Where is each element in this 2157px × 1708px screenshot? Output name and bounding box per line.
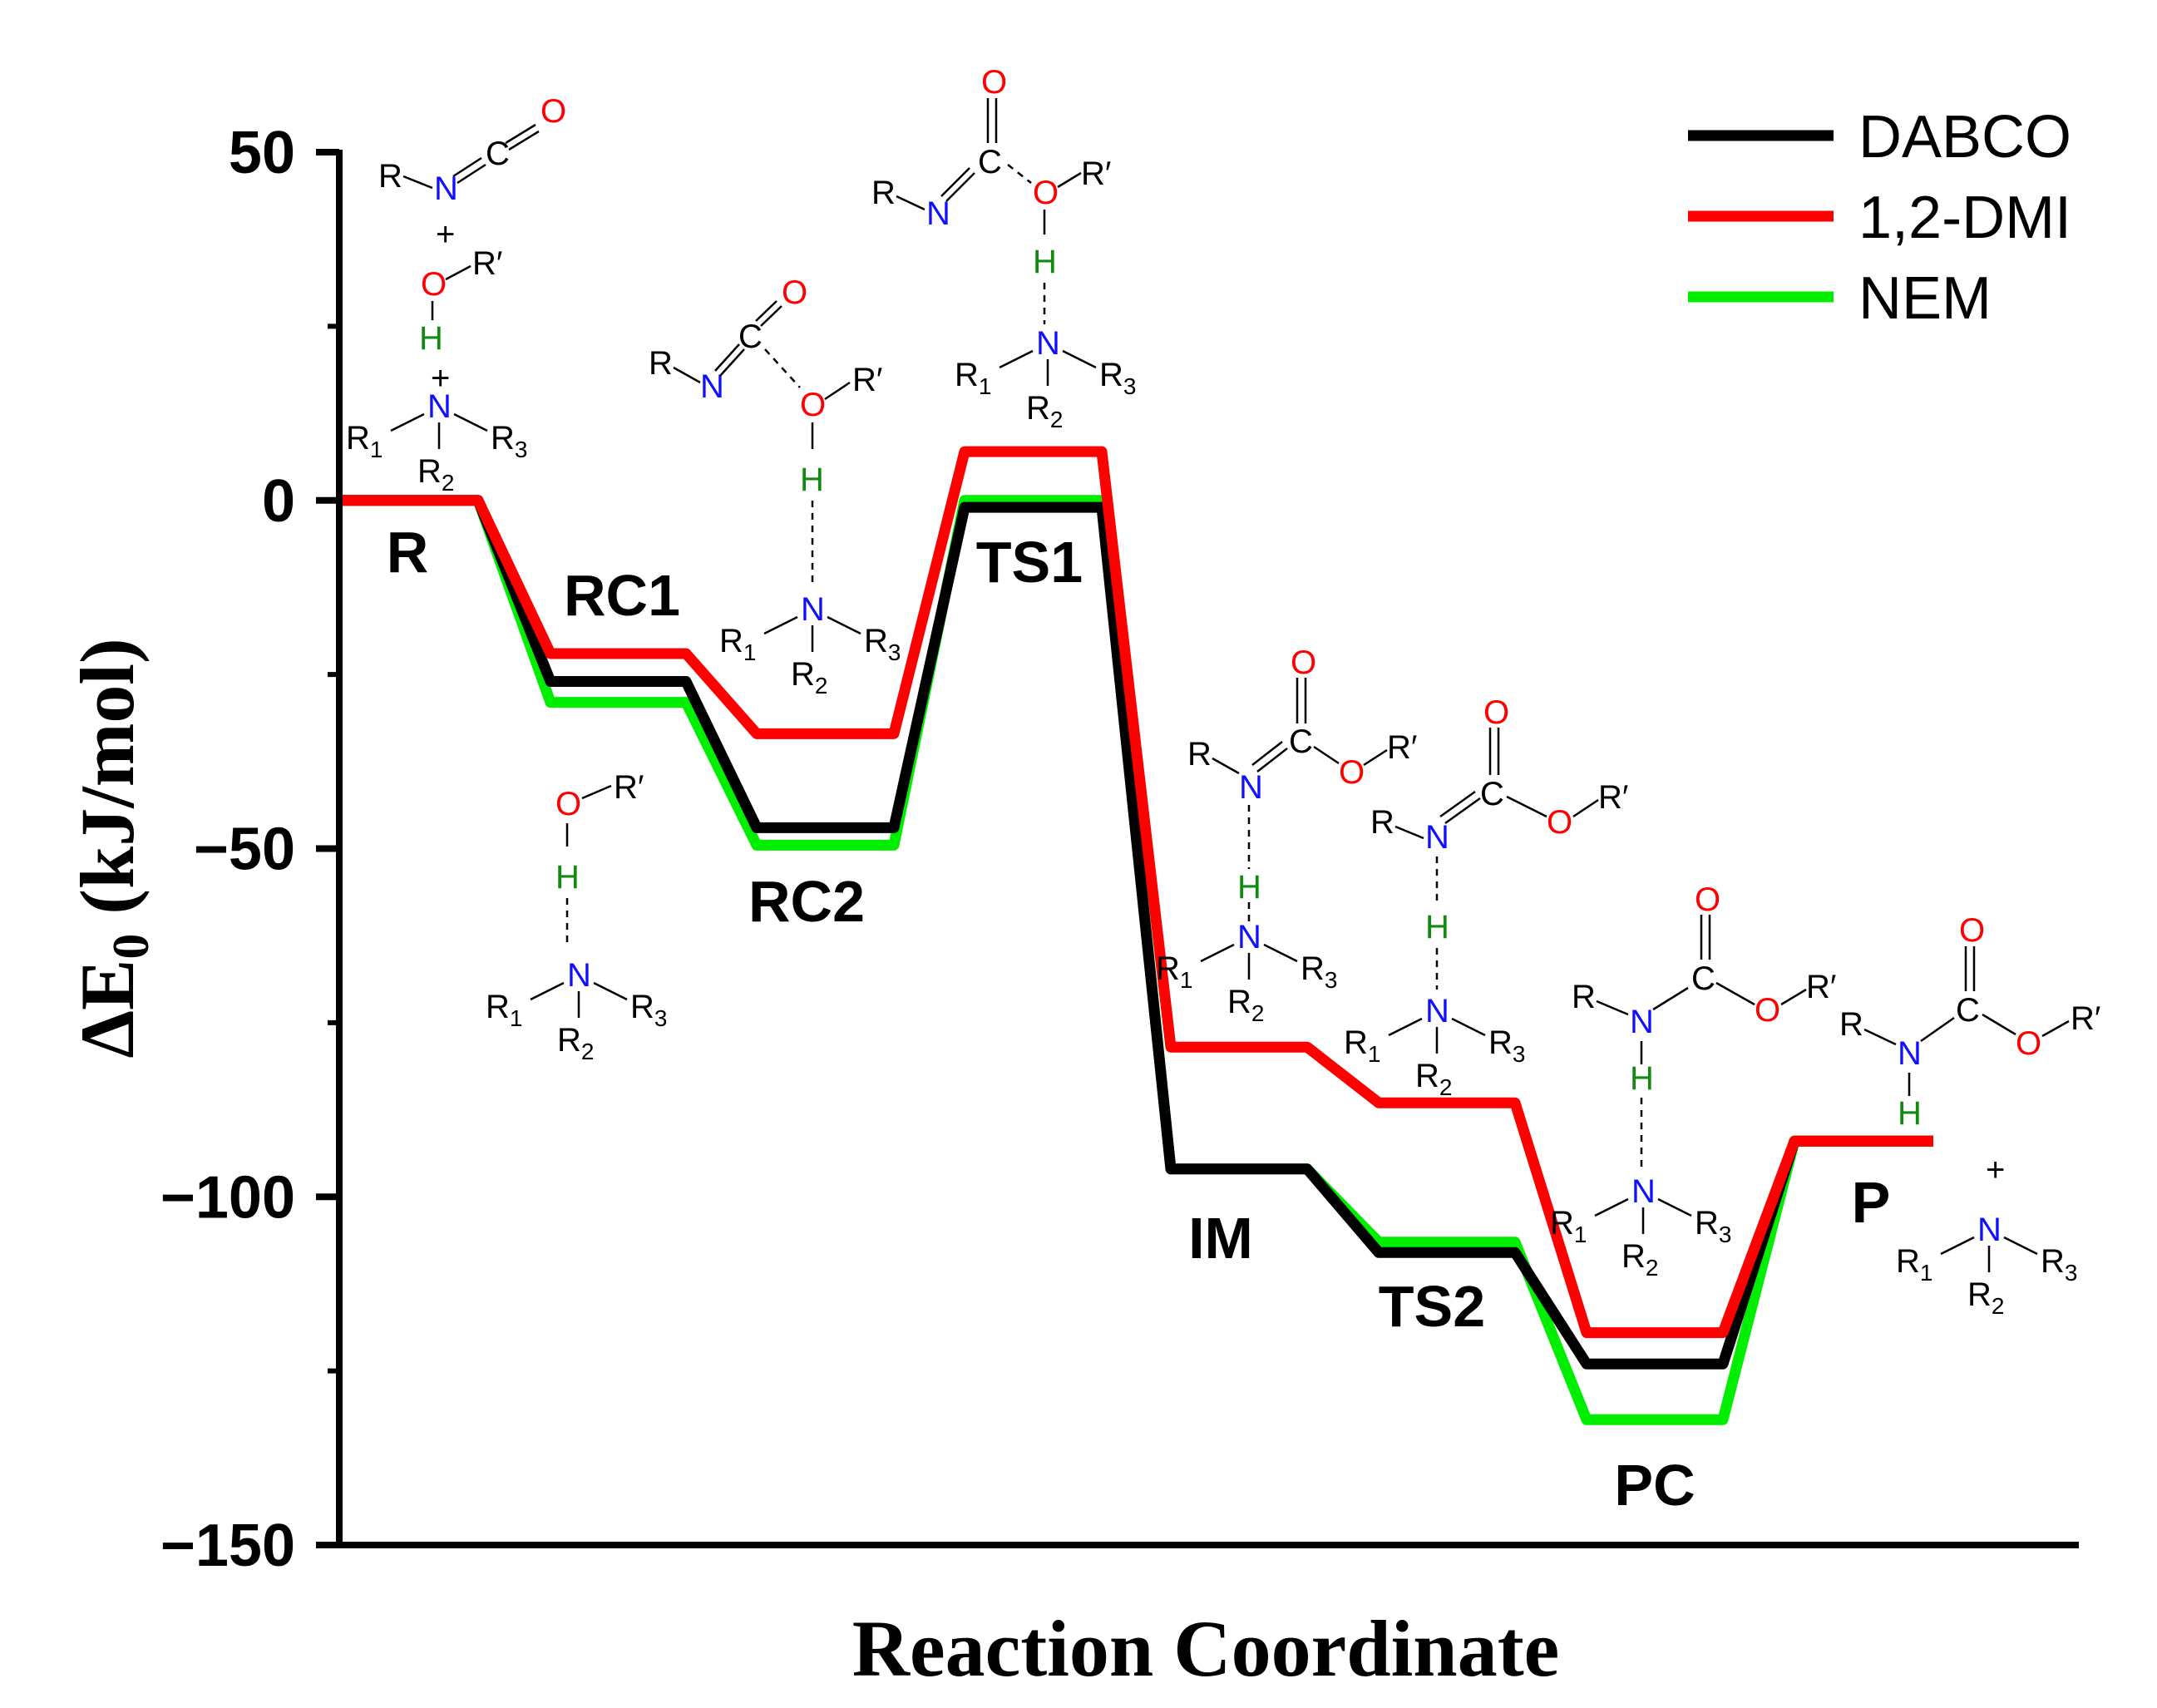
legend-label: NEM [1858,265,1992,332]
svg-text:O: O [981,64,1007,101]
structure-ts1: R N C O O R′ H [871,64,1138,434]
state-label-im: IM [1188,1206,1253,1271]
y-tick-label: −50 [194,817,295,883]
svg-text:O: O [782,274,807,311]
svg-text:R′: R′ [1806,969,1836,1005]
svg-text:C: C [978,144,1002,180]
svg-text:O: O [800,387,826,423]
state-label-ts1: TS1 [976,530,1083,595]
legend: DABCO 1,2-DMI NEM [1688,104,2071,332]
svg-text:R: R [378,158,402,195]
svg-text:O: O [1339,754,1365,791]
x-axis-title: Reaction Coordinate [852,1604,1560,1693]
svg-text:N: N [1898,1035,1922,1072]
state-labels: R RC1 RC2 TS1 IM TS2 PC P [387,520,1891,1518]
svg-text:N: N [1239,769,1263,806]
svg-text:+: + [436,216,455,253]
svg-text:R: R [871,175,896,211]
svg-text:C: C [486,136,510,172]
svg-text:O: O [1959,912,1985,949]
svg-text:R: R [1839,1006,1863,1043]
svg-text:O: O [1755,992,1780,1029]
series-line-1-2-dmi [343,446,1933,1339]
svg-text:H: H [800,462,824,498]
svg-text:R′: R′ [1387,729,1417,766]
svg-text:H: H [1425,909,1449,945]
plot-frame [316,150,2079,1548]
legend-label: DABCO [1858,104,2071,170]
svg-text:O: O [1695,881,1720,918]
svg-text:O: O [2016,1025,2041,1062]
svg-text:R′: R′ [472,245,502,282]
structure-pc: R N C O O R′ H [1548,881,1836,1282]
series-line-dabco [343,495,1933,1370]
svg-text:R: R [1370,804,1394,841]
svg-text:R: R [1572,979,1596,1015]
svg-text:R′: R′ [1598,779,1628,816]
y-axis-ticks [316,149,339,1548]
svg-text:H: H [555,859,580,896]
svg-text:H: H [1630,1060,1654,1097]
svg-text:R′: R′ [2071,1000,2100,1037]
svg-text:N: N [1425,819,1449,856]
state-label-pc: PC [1614,1453,1695,1518]
svg-text:R′: R′ [852,362,882,398]
y-tick-label: −150 [160,1513,295,1579]
state-label-ts2: TS2 [1379,1274,1485,1339]
svg-text:O: O [555,786,581,822]
svg-text:R′: R′ [614,769,644,806]
structure-products: R N C O O R′ H + [1839,912,2100,1320]
legend-label: 1,2-DMI [1858,185,2071,251]
state-label-r: R [387,520,429,585]
svg-text:H: H [1898,1095,1922,1132]
svg-text:N: N [1630,1004,1654,1040]
svg-text:H: H [419,320,443,357]
svg-text:C: C [1480,776,1504,812]
state-label-rc1: RC1 [564,563,680,628]
svg-text:+: + [1986,1152,2005,1188]
svg-text:N: N [926,195,950,232]
y-tick-label: −100 [160,1164,295,1231]
svg-text:O: O [421,266,447,303]
y-tick-label: 50 [229,120,295,186]
y-axis-tick-labels: 50 0 −50 −100 −150 [160,120,295,1579]
svg-text:O: O [1483,694,1509,731]
y-axis-title: ΔE0 (kJ/mol) [65,638,160,1058]
state-label-p: P [1852,1170,1891,1235]
svg-text:O: O [1291,644,1316,681]
svg-text:+: + [431,360,450,397]
svg-text:H: H [1237,869,1261,906]
state-label-rc2: RC2 [748,869,865,934]
structure-rc2: R N C O O R′ H [649,274,902,700]
series-lines [343,446,1933,1425]
structure-rc1: O R′ H [484,769,669,1066]
svg-text:C: C [738,318,763,355]
svg-text:H: H [1033,244,1057,280]
svg-text:O: O [540,93,566,130]
svg-text:R: R [649,345,673,382]
svg-text:C: C [1289,723,1313,760]
structure-reactants: R N C O + O R′ H + [344,93,566,497]
structure-ts2: R N C O O R′ H [1342,694,1628,1102]
y-tick-label: 0 [262,468,295,535]
svg-text:R: R [1187,736,1212,773]
svg-text:O: O [1547,804,1572,841]
structure-im: R N C O O R′ H [1154,644,1417,1028]
svg-text:C: C [1956,992,1980,1029]
svg-text:R′: R′ [1081,155,1111,192]
svg-text:O: O [1033,175,1059,211]
svg-text:C: C [1691,960,1715,997]
